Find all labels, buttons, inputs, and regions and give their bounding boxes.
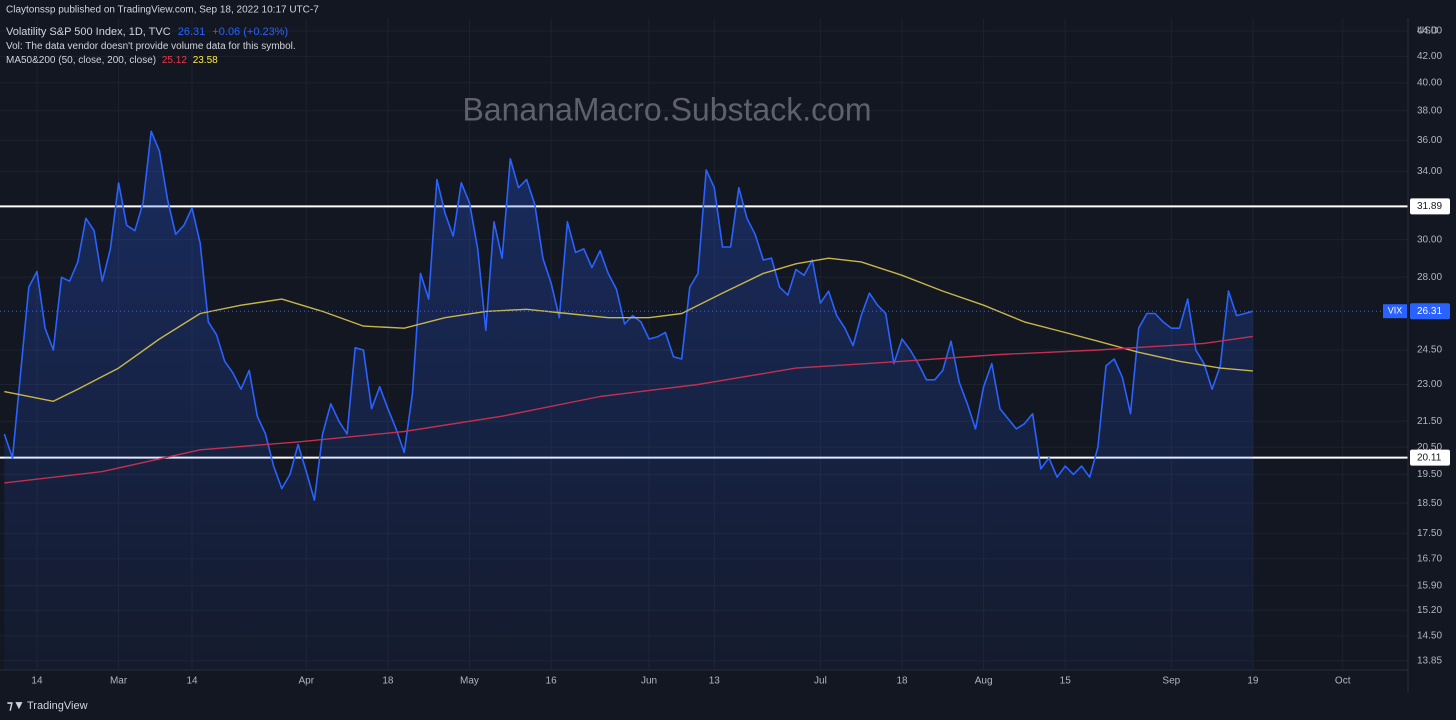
y-tick-label: 36.00 [1417, 135, 1442, 146]
x-tick-label: Aug [975, 676, 993, 687]
ma50-value: 23.58 [192, 55, 218, 66]
x-tick-label: Jun [641, 676, 657, 687]
y-tick-label: 44.00 [1417, 26, 1442, 37]
x-tick-label: Mar [110, 676, 128, 687]
x-tick-label: May [460, 676, 479, 687]
x-tick-label: 16 [546, 676, 558, 687]
symbol: Volatility S&P 500 Index, 1D, TVC [6, 26, 171, 38]
price-line [3, 130, 1254, 501]
x-tick-label: Apr [298, 676, 314, 687]
last-price-label: 26.31 [1417, 306, 1442, 317]
last-price-box [1410, 303, 1450, 320]
y-tick-label: 34.00 [1417, 166, 1442, 177]
y-tick-label: 19.50 [1417, 469, 1442, 480]
y-tick-label: 30.00 [1417, 234, 1442, 245]
x-tick-label: Jul [814, 676, 827, 687]
symbol-label: VIX [1388, 306, 1403, 316]
footer [0, 692, 1456, 720]
y-tick-label: 13.85 [1417, 656, 1442, 667]
top-bar [0, 0, 1456, 18]
y-tick-label: 20.50 [1417, 442, 1442, 453]
indicator-legend: MA50&200 (50, close, 200, close) 25.12 2… [6, 55, 218, 66]
x-tick-label: 14 [31, 676, 43, 687]
y-tick-label: 24.50 [1417, 345, 1442, 356]
brand: TradingView [27, 700, 88, 712]
y-tick-label: 15.20 [1417, 605, 1442, 616]
x-tick-label: 13 [709, 676, 721, 687]
level-label: 20.11 [1417, 452, 1442, 463]
y-tick-label: 21.50 [1417, 416, 1442, 427]
moving-average-line [4, 257, 1253, 402]
level-label-box [1410, 449, 1450, 466]
y-tick-label: 14.50 [1417, 631, 1442, 642]
moving-average-line [4, 335, 1253, 484]
x-tick-label: 18 [896, 676, 908, 687]
volume-note: Vol: The data vendor doesn't provide vol… [6, 41, 296, 52]
y-tick-label: 17.50 [1417, 528, 1442, 539]
logo-mark: ⁊▼ [7, 698, 25, 712]
x-tick-label: Sep [1162, 676, 1180, 687]
y-tick-label: 40.00 [1417, 78, 1442, 89]
currency-label: USD [1417, 26, 1438, 37]
level-label-box [1410, 198, 1450, 215]
y-tick-label: 18.50 [1417, 498, 1442, 509]
y-tick-label: 23.00 [1417, 379, 1442, 390]
x-tick-label: 14 [186, 676, 198, 687]
y-tick-label: 38.00 [1417, 106, 1442, 117]
x-tick-label: 18 [382, 676, 394, 687]
y-tick-label: 42.00 [1417, 51, 1442, 62]
y-tick-label: 16.70 [1417, 554, 1442, 565]
y-tick-label: 28.00 [1417, 272, 1442, 283]
published-note: Claytonssp published on TradingView.com,… [6, 5, 319, 16]
price-change: +0.06 (+0.23%) [212, 26, 289, 38]
level-label: 31.89 [1417, 201, 1442, 212]
watermark: BananaMacro.Substack.com [462, 91, 871, 127]
last-price: 26.31 [177, 26, 206, 38]
y-tick-label: 15.90 [1417, 580, 1442, 591]
area-fill [4, 131, 1253, 671]
symbol-legend: Volatility S&P 500 Index, 1D, TVC 26.31 … [6, 26, 288, 38]
x-tick-label: 15 [1060, 676, 1072, 687]
symbol-label-box [1383, 304, 1407, 319]
x-tick-label: 19 [1247, 676, 1259, 687]
x-tick-label: Oct [1335, 676, 1351, 687]
indicator-name: MA50&200 (50, close, 200, close) [6, 55, 157, 66]
ma200-value: 25.12 [161, 55, 187, 66]
